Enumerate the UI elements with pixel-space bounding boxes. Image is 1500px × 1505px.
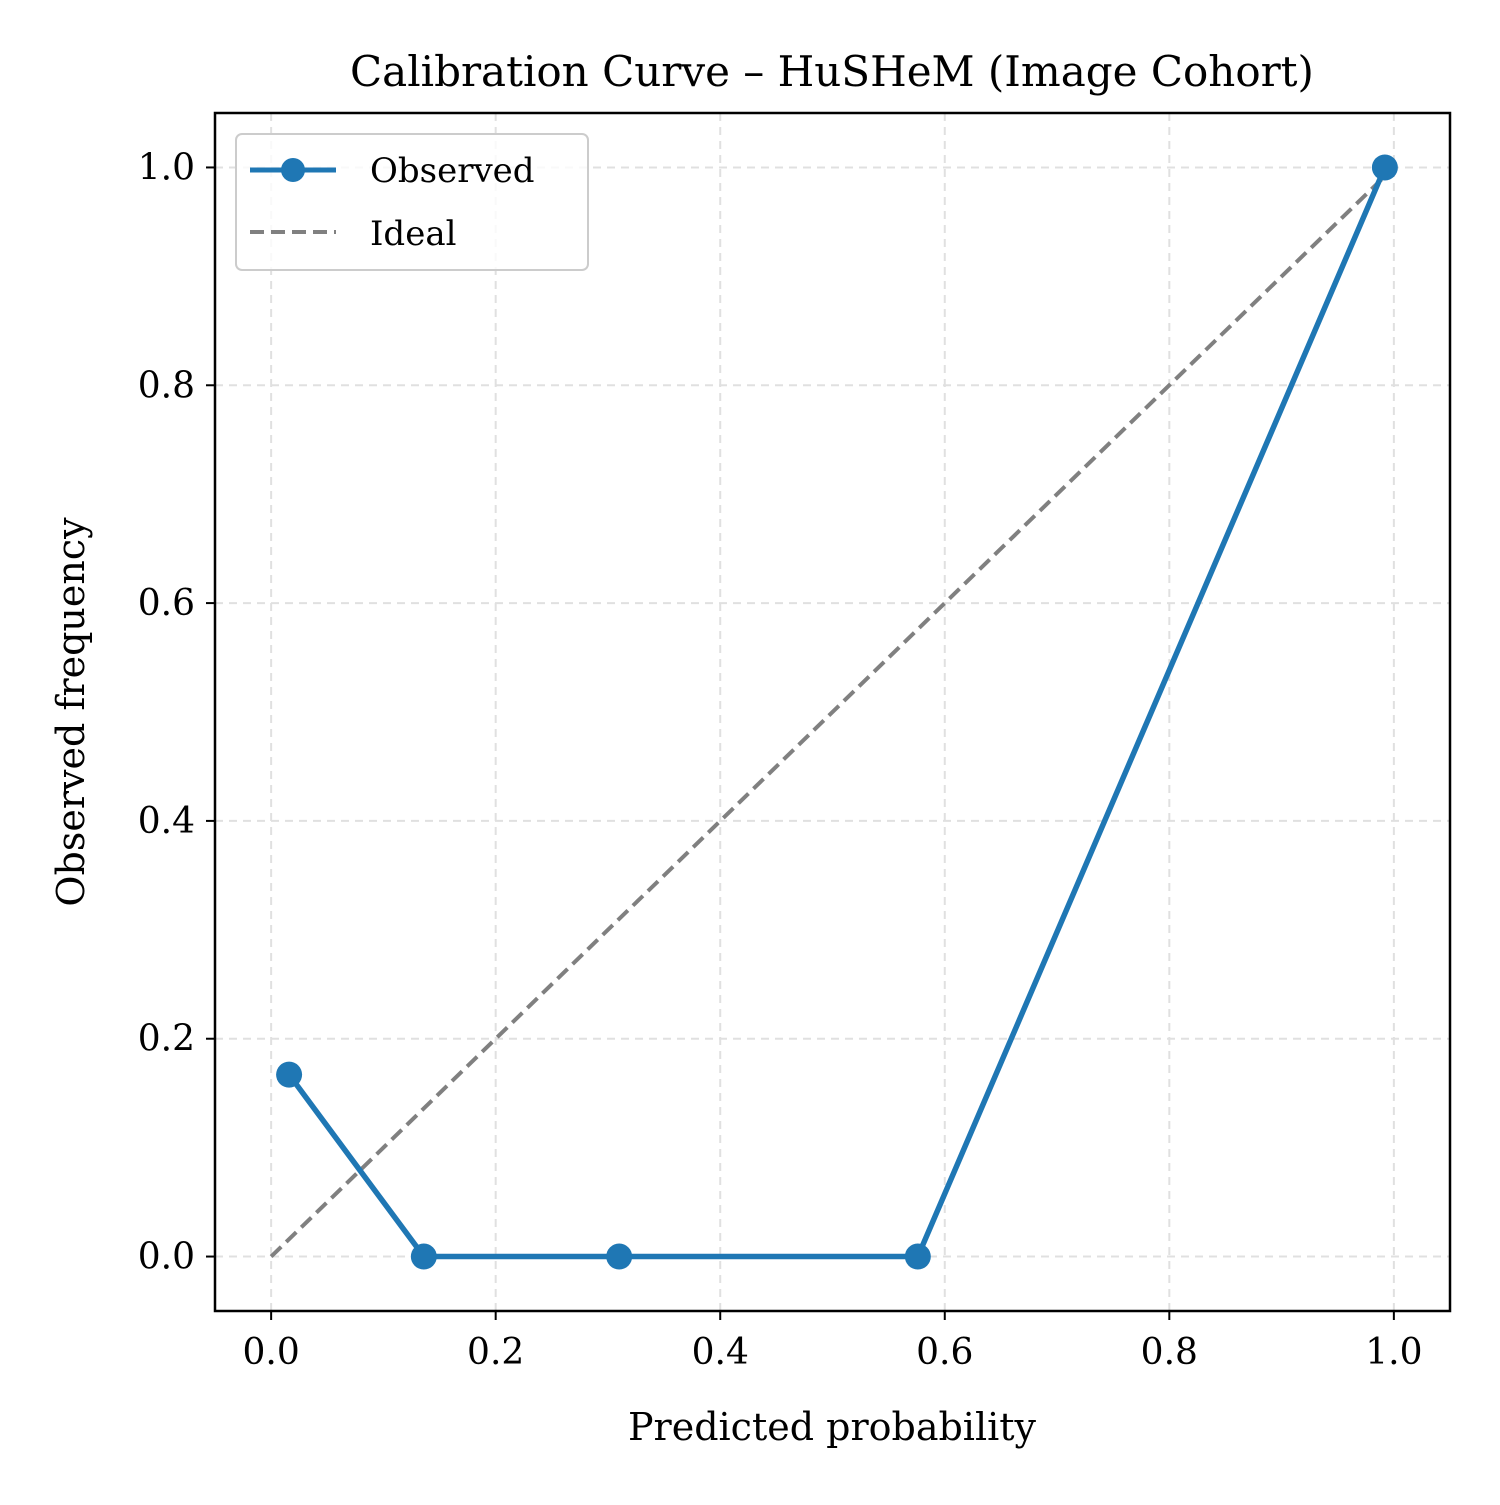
y-tick-label: 1.0 [138, 147, 195, 188]
plot-frame [213, 111, 1452, 1313]
y-tick-label: 0.4 [138, 801, 195, 842]
observed-point [410, 1243, 437, 1270]
ideal-line [269, 166, 1396, 1258]
y-tick-label: 0.6 [138, 583, 195, 624]
y-tick-label: 0.0 [138, 1237, 195, 1278]
legend-observed-label: Observed [370, 151, 535, 191]
x-axis-label: Predicted probability [628, 1405, 1037, 1449]
x-tick-label: 0.6 [916, 1332, 973, 1373]
observed-point [276, 1061, 303, 1088]
x-tick-label: 0.4 [692, 1332, 749, 1373]
x-tick-label: 1.0 [1365, 1332, 1422, 1373]
observed-point [1371, 154, 1398, 181]
y-tick-label: 0.8 [138, 365, 195, 406]
chart-title: Calibration Curve – HuSHeM (Image Cohort… [350, 47, 1314, 96]
legend: Observed Ideal [235, 133, 589, 271]
y-tick-label: 0.2 [138, 1019, 195, 1060]
y-axis-ticks: 0.0 0.2 0.4 0.6 0.8 1.0 [138, 147, 215, 1278]
legend-ideal-label: Ideal [370, 214, 456, 254]
x-tick-label: 0.8 [1141, 1332, 1198, 1373]
y-axis-label: Observed frequency [49, 517, 93, 907]
ideal-series [269, 166, 1396, 1258]
observed-series [276, 154, 1398, 1270]
x-axis-ticks: 0.0 0.2 0.4 0.6 0.8 1.0 [243, 1311, 1422, 1373]
legend-observed-marker [281, 158, 305, 182]
observed-point [606, 1243, 633, 1270]
x-tick-label: 0.0 [243, 1332, 300, 1373]
observed-point [904, 1243, 931, 1270]
x-tick-label: 0.2 [467, 1332, 524, 1373]
